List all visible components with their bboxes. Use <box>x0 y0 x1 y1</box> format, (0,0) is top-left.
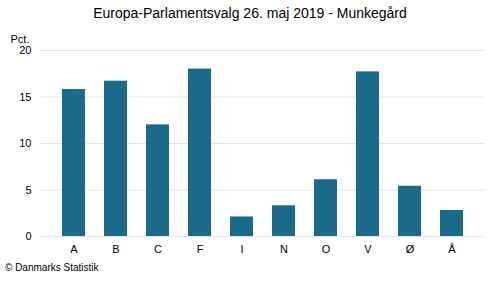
html-text:Europa-Parlamentsvalg 26. maj: Europa-Parlamentsvalg 26. maj 2019 - Mun… <box>93 5 407 21</box>
svg-text:Ø: Ø <box>406 243 415 255</box>
svg-text:10: 10 <box>19 137 31 149</box>
html-text:© Danmarks Statistik: © Danmarks Statistik <box>5 262 99 273</box>
svg-text:Å: Å <box>448 243 456 255</box>
svg-text:A: A <box>70 243 78 255</box>
svg-text:Pct.: Pct. <box>11 33 30 45</box>
svg-text:B: B <box>112 243 119 255</box>
svg-text:C: C <box>154 243 162 255</box>
svg-text:O: O <box>322 243 331 255</box>
svg-text:N: N <box>280 243 288 255</box>
svg-text:V: V <box>364 243 372 255</box>
svg-text:I: I <box>240 243 243 255</box>
svg-text:15: 15 <box>19 91 31 103</box>
svg-text:0: 0 <box>25 230 31 242</box>
svg-text:20: 20 <box>19 44 31 56</box>
svg-text:5: 5 <box>25 184 31 196</box>
svg-text:F: F <box>197 243 204 255</box>
